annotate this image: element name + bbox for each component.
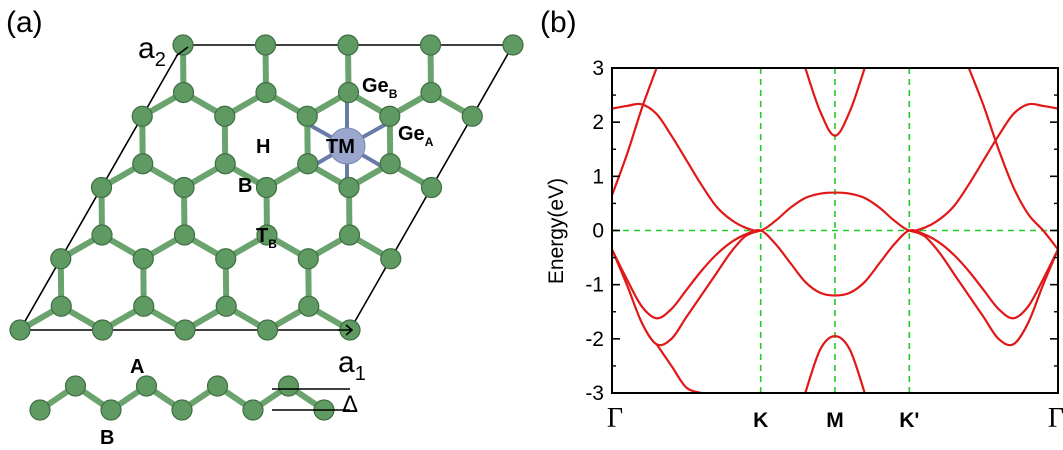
ge-atom (339, 178, 359, 198)
ge-atom (133, 154, 153, 174)
ge-atom (134, 296, 154, 316)
ge-atom (422, 178, 442, 198)
band-line-5 (969, 68, 1058, 249)
ge-atom (256, 83, 276, 103)
y-tick-label: 2 (592, 111, 604, 134)
site-a-label: A (130, 356, 144, 378)
ge-atom (51, 296, 71, 316)
ge-atom (174, 83, 194, 103)
panel-b-band-structure: (b) -3 -2 -1 0 1 2 3 Γ K M K' Γ Energy(eV) (540, 6, 1063, 434)
side-view-atom (208, 376, 228, 396)
ge-atom (92, 225, 112, 245)
side-view-atom (30, 400, 50, 420)
ge-atom (258, 320, 278, 340)
side-view-atom (172, 400, 192, 420)
side-view-buckled (30, 376, 334, 420)
site-tm-label: TM (326, 136, 355, 158)
ge-atom (92, 178, 112, 198)
side-view-b-label: B (100, 427, 114, 449)
ge-atom (215, 106, 235, 126)
ge-atom (380, 154, 400, 174)
band-line-3 (612, 231, 761, 346)
panel-b-label: (b) (540, 6, 577, 39)
ge-atom (299, 296, 319, 316)
ge-atom (257, 178, 277, 198)
ge-atom (462, 106, 482, 126)
ge-atom (133, 249, 153, 269)
panel-a-label: (a) (6, 6, 43, 39)
x-tick-label: K' (899, 409, 919, 432)
y-tick-label: 1 (592, 165, 604, 188)
ge-atom (380, 106, 400, 126)
ge-atom (132, 106, 152, 126)
ge-atom (421, 83, 441, 103)
ge-atom (215, 154, 235, 174)
site-ge-b-label: GeB (362, 75, 398, 101)
side-view-atom (66, 376, 86, 396)
ge-atom (93, 320, 113, 340)
ge-atom (10, 320, 30, 340)
x-axis-ticks: Γ K M K' Γ (607, 403, 1063, 434)
ge-atom (173, 35, 193, 55)
x-tick-label: Γ (1048, 403, 1063, 434)
delta-label: Δ (342, 391, 358, 418)
y-tick-label: 0 (592, 220, 604, 243)
ge-atom (216, 249, 236, 269)
y-tick-label: -2 (585, 328, 604, 351)
site-b-label: B (238, 175, 252, 197)
vector-a2-label: a2 (138, 32, 166, 71)
side-view-atom (137, 376, 157, 396)
grid-lines (612, 68, 1058, 393)
ge-atom (298, 249, 318, 269)
panel-a-structure: (a) a2 a1 GeB GeA TM H B TB A (6, 6, 523, 449)
vector-a1-label: a1 (338, 346, 366, 385)
band-line-4 (657, 344, 702, 393)
ge-atom (175, 320, 195, 340)
ge-atom (421, 35, 441, 55)
ge-atom (381, 249, 401, 269)
side-view-atom (243, 400, 263, 420)
side-view-atom (101, 400, 121, 420)
ge-atom (338, 35, 358, 55)
ge-atom (297, 106, 317, 126)
ge-atom (175, 225, 195, 245)
site-ge-a-label: GeA (398, 123, 434, 149)
ge-atom (298, 154, 318, 174)
ge-atom (339, 83, 359, 103)
x-tick-label: M (826, 409, 844, 432)
y-tick-label: 3 (592, 57, 604, 80)
site-h-label: H (256, 136, 270, 158)
y-tick-label: -3 (585, 382, 604, 405)
ge-atom (256, 35, 276, 55)
x-tick-label: K (753, 409, 768, 432)
y-tick-label: -1 (585, 274, 604, 297)
ge-atom (503, 35, 523, 55)
y-axis-title: Energy(eV) (545, 178, 568, 284)
ge-atom (340, 225, 360, 245)
ge-atom (216, 296, 236, 316)
band-line-1 (612, 230, 1058, 318)
x-tick-label: Γ (607, 403, 623, 434)
band-line-6 (909, 231, 1058, 346)
ge-atom (174, 178, 194, 198)
ge-atom (51, 249, 71, 269)
side-view-atom (279, 376, 299, 396)
